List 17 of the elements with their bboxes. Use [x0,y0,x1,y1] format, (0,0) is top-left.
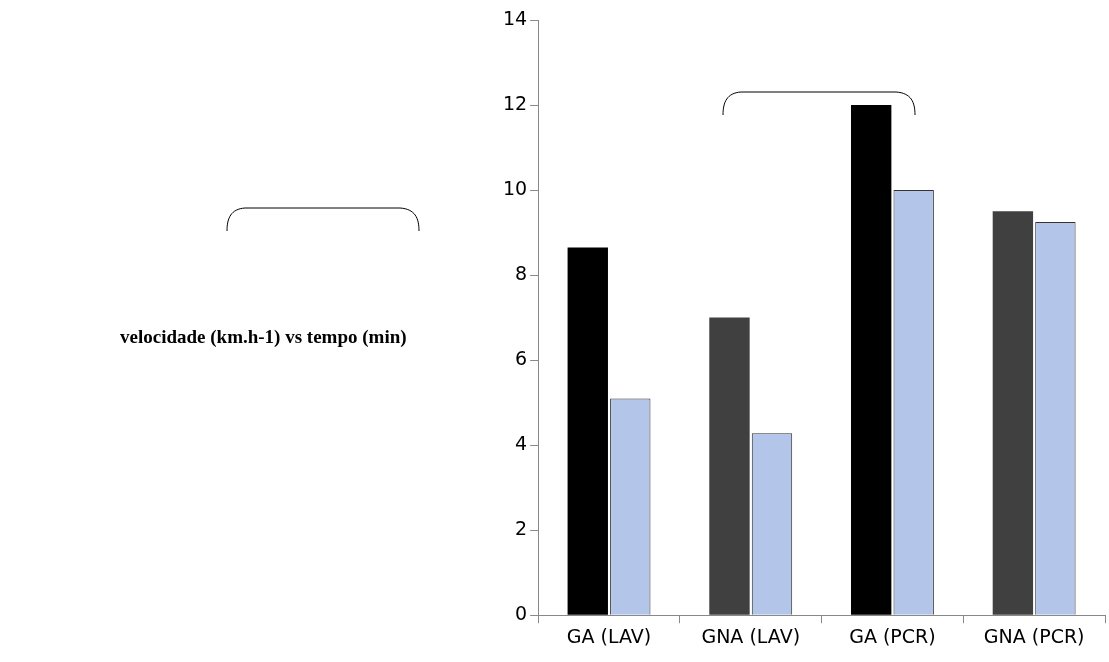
y-tick-label: 6 [515,347,528,370]
y-tick-label: 0 [515,602,528,625]
y-tick-label: 10 [502,176,528,199]
bar [850,105,892,615]
bar [567,247,608,615]
text: velocidade (km.h-1) vs tempo (min) [120,326,408,348]
bar [992,211,1034,615]
y-tick-label: 8 [515,262,528,285]
y-tick-label: 14 [502,6,528,29]
x-tick-label: GNA (LAV) [701,624,801,647]
y-tick-label: 2 [515,517,528,540]
x-tick-label: GA (LAV) [566,624,652,647]
x-tick-label: GA (PCR) [849,624,936,647]
bar [709,317,750,615]
y-tick-label: 4 [515,432,528,455]
x-tick-label: GNA (PCR) [983,624,1085,647]
y-tick-label: 12 [502,91,528,114]
